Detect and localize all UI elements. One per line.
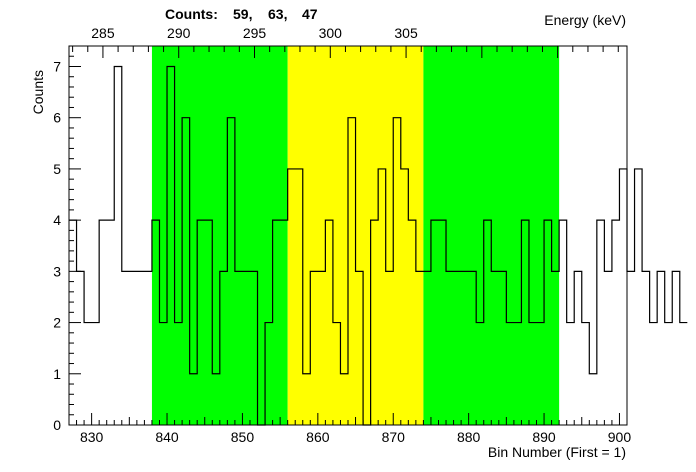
y-tick-label: 3 (53, 263, 61, 279)
y-tick-label: 2 (53, 315, 61, 331)
y-tick-label: 6 (53, 110, 61, 126)
histogram-line (69, 65, 688, 426)
energy-tick-label: 285 (91, 25, 115, 41)
y-tick-label: 4 (53, 212, 61, 228)
y-tick-label: 5 (53, 161, 61, 177)
counts-value-left: 59, (233, 6, 252, 22)
top-axis-title: Energy (keV) (544, 12, 626, 28)
histogram-layer (69, 65, 688, 426)
counts-value-right: 47 (302, 6, 318, 22)
x-tick-label: 880 (457, 429, 481, 445)
energy-tick-label: 290 (167, 25, 191, 41)
y-axis-title: Counts (30, 70, 46, 114)
counts-value-peak: 63, (268, 6, 287, 22)
y-tick-label: 1 (53, 366, 61, 382)
x-tick-label: 860 (306, 429, 330, 445)
x-axis-title: Bin Number (First = 1) (488, 444, 626, 460)
energy-tick-label: 295 (243, 25, 267, 41)
energy-tick-label: 305 (394, 25, 418, 41)
counts-label: Counts: (165, 6, 218, 22)
x-tick-label: 870 (382, 429, 406, 445)
x-tick-label: 850 (231, 429, 255, 445)
ticks-layer: 830 840 850 860 870 880 890 900 0 1 2 3 4 5 6 7 285 290 29… (53, 25, 631, 445)
x-tick-label: 840 (155, 429, 179, 445)
y-tick-label: 0 (53, 417, 61, 433)
x-tick-label: 900 (608, 429, 632, 445)
y-tick-label: 7 (53, 58, 61, 74)
x-tick-label: 890 (532, 429, 556, 445)
x-tick-label: 830 (80, 429, 104, 445)
energy-tick-label: 300 (319, 25, 343, 41)
